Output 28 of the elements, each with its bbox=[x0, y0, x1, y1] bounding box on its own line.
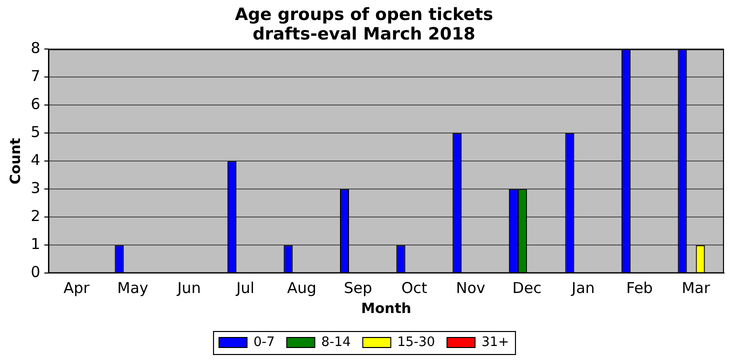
y-tick-label: 4 bbox=[30, 151, 40, 170]
x-tick-label: Nov bbox=[456, 279, 486, 298]
y-tick-label: 1 bbox=[30, 235, 40, 254]
y-tick-label: 6 bbox=[30, 95, 40, 114]
x-tick-label: Jul bbox=[235, 279, 254, 298]
legend-label: 8-14 bbox=[321, 334, 351, 350]
legend-label: 0-7 bbox=[254, 334, 275, 350]
x-tick-label: Mar bbox=[682, 279, 711, 298]
y-tick-label: 5 bbox=[30, 123, 40, 142]
x-tick-label: Jan bbox=[570, 279, 595, 298]
legend-label: 15-30 bbox=[397, 334, 436, 350]
y-axis-title: Count bbox=[8, 138, 24, 184]
x-tick-label: Feb bbox=[626, 279, 653, 298]
x-axis-title: Month bbox=[361, 301, 412, 318]
x-tick-label: May bbox=[117, 279, 148, 298]
x-tick-label: Apr bbox=[64, 279, 90, 298]
y-tick-label: 7 bbox=[30, 67, 40, 86]
y-tick-label: 8 bbox=[30, 38, 40, 57]
legend-label: 31+ bbox=[482, 334, 509, 350]
chart-title: Age groups of open tickets drafts-eval March 2018 bbox=[234, 5, 494, 45]
x-tick-label: Aug bbox=[287, 279, 316, 298]
y-tick-label: 2 bbox=[30, 207, 40, 226]
x-tick-label: Sep bbox=[344, 279, 372, 298]
x-tick-label: Dec bbox=[512, 279, 542, 298]
x-tick-label: Oct bbox=[401, 279, 428, 298]
y-tick-label: 3 bbox=[30, 179, 40, 198]
y-tick-label: 0 bbox=[30, 263, 40, 282]
x-tick-label: Jun bbox=[176, 279, 201, 298]
